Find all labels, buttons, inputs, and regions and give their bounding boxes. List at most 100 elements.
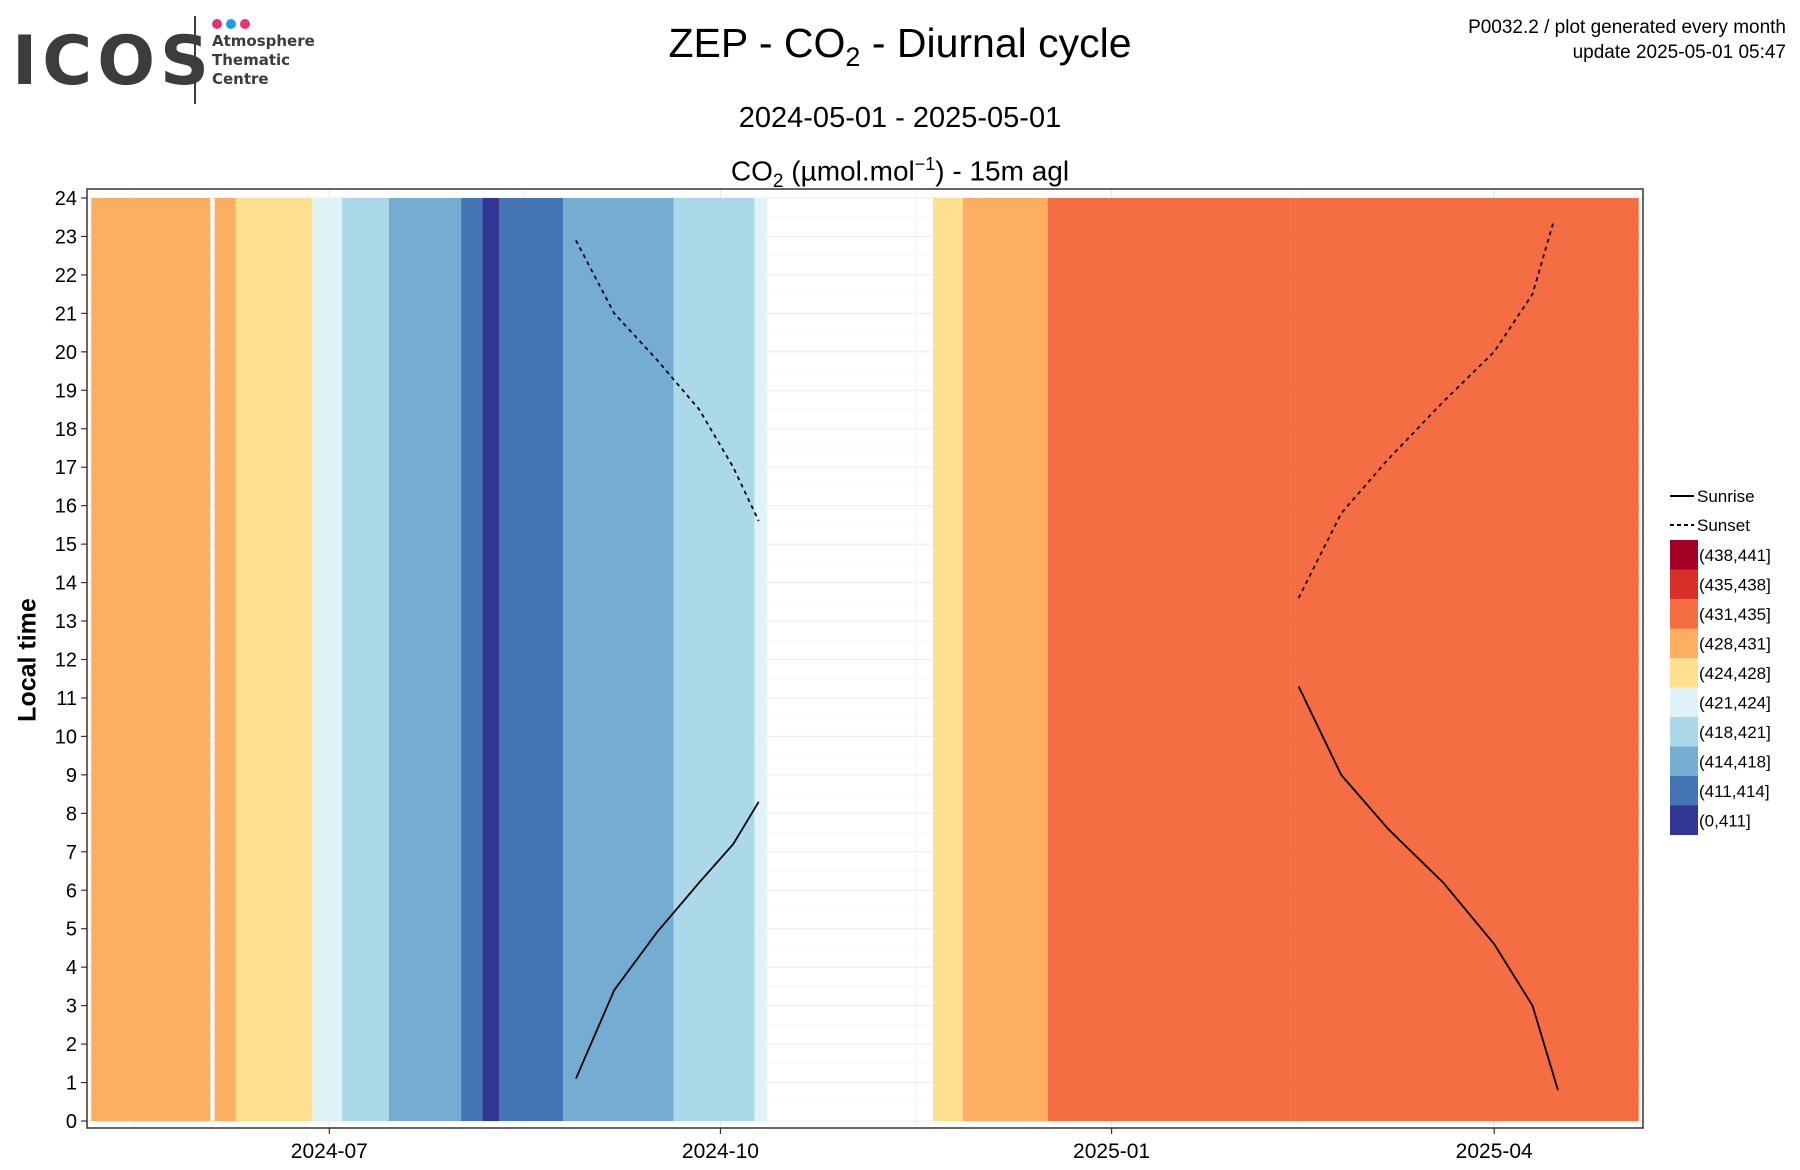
legend-color-key [1670, 805, 1698, 835]
heatmap-period [933, 198, 963, 1121]
y-tick-label: 20 [55, 342, 77, 364]
y-tick-label: 23 [55, 226, 77, 248]
y-tick-label: 22 [55, 265, 77, 287]
logo-dot [212, 19, 222, 29]
y-tick-label: 3 [66, 996, 77, 1018]
x-tick-label: 2024-10 [682, 1140, 759, 1163]
y-tick-label: 24 [55, 188, 77, 210]
legend-color-key [1670, 687, 1698, 717]
legend-color-key [1670, 717, 1698, 747]
y-tick-label: 19 [55, 380, 77, 402]
legend-color-key [1670, 628, 1698, 658]
y-tick-label: 10 [55, 726, 77, 748]
sun-lines [575, 220, 1559, 1091]
heatmap-period [388, 198, 462, 1121]
unit-mid: (µmol.mol [783, 155, 915, 187]
heatmap-period [461, 198, 483, 1121]
y-tick-label: 11 [56, 688, 77, 710]
legend-color-key [1670, 569, 1698, 599]
legend-bin-label: (428,431] [1699, 635, 1771, 654]
heatmap-period [482, 198, 500, 1121]
heatmap-period [235, 198, 313, 1121]
logo-dot [240, 19, 250, 29]
y-tick-label: 21 [55, 303, 77, 325]
sunrise-line [575, 801, 760, 1080]
title-suffix: - Diurnal cycle [860, 20, 1132, 66]
unit-prefix: CO [730, 155, 773, 187]
y-tick-label: 8 [66, 803, 77, 825]
heatmap-period [499, 198, 564, 1121]
legend-color-key [1670, 776, 1698, 806]
legend-bin-label: (0,411] [1699, 812, 1751, 831]
heatmap-period [312, 198, 343, 1121]
y-tick-label: 15 [55, 534, 77, 556]
sunrise-line [1297, 686, 1559, 1091]
legend-bin-label: (421,424] [1699, 694, 1771, 713]
y-tick-label: 0 [66, 1111, 77, 1133]
y-tick-label: 13 [55, 611, 77, 633]
axes-layer: 0123456789101112131415161718192021222324… [55, 188, 1533, 1163]
heatmap-period [214, 198, 236, 1121]
logo-line: Centre [212, 70, 269, 88]
unit-superscript: −1 [914, 154, 936, 175]
logo-dots [212, 16, 254, 34]
y-tick-label: 18 [55, 419, 77, 441]
logo-divider [194, 16, 196, 104]
legend-line-label: Sunrise [1697, 487, 1755, 506]
plot-id-text: P0032.2 / plot generated every month [1468, 17, 1786, 38]
plot-meta: P0032.2 / plot generated every month upd… [1468, 15, 1786, 65]
chart-title: ZEP - CO2 - Diurnal cycle [0, 18, 1800, 82]
heatmap-period [673, 198, 755, 1121]
unit-suffix: ) - 15m agl [935, 155, 1070, 187]
heatmap-period [563, 198, 674, 1121]
y-tick-label: 4 [66, 957, 77, 979]
logo-line: Atmosphere [212, 32, 315, 50]
legend-color-key [1670, 540, 1698, 570]
logo-line: Thematic [212, 51, 291, 69]
chart-unit-label: CO2 (µmol.mol−1) - 15m agl [0, 146, 1800, 200]
legend-bin-label: (431,435] [1699, 605, 1771, 624]
chart-period: 2024-05-01 - 2025-05-01 [738, 102, 1062, 135]
title-prefix: ZEP - CO [668, 20, 846, 66]
sunset-line [575, 239, 760, 522]
logo-dot [226, 19, 236, 29]
y-tick-label: 12 [55, 650, 77, 672]
legend-bin-label: (411,414] [1699, 782, 1770, 801]
heatmap-period [962, 198, 1048, 1121]
y-tick-label: 17 [55, 457, 77, 479]
y-tick-label: 1 [66, 1073, 77, 1095]
legend-bin-label: (424,428] [1699, 664, 1771, 683]
y-tick-label: 7 [66, 842, 77, 864]
legend-line-label: Sunset [1697, 516, 1750, 535]
x-tick-label: 2025-04 [1456, 1140, 1533, 1163]
legend-bin-label: (435,438] [1699, 576, 1771, 595]
sunset-line [1297, 220, 1555, 599]
legend-bin-label: (418,421] [1699, 723, 1771, 742]
chart-titles: ZEP - CO2 - Diurnal cycle 2024-05-01 - 2… [0, 18, 1800, 200]
y-tick-label: 9 [66, 765, 77, 787]
heatmap-cells [91, 198, 1639, 1121]
y-tick-label: 5 [66, 919, 77, 941]
y-tick-label: 16 [55, 496, 77, 518]
legend-color-key [1670, 658, 1698, 688]
plot-frame [86, 188, 1644, 1129]
x-tick-label: 2025-01 [1073, 1140, 1150, 1163]
y-tick-label: 14 [55, 573, 77, 595]
y-tick-label: 2 [66, 1034, 77, 1056]
legend: Sunrise Sunset (438,441] (435,438] (431,435]… [1670, 487, 1771, 835]
icos-logo: ICOS Atmosphere Thematic Centre [12, 14, 332, 110]
legend-color-key [1670, 746, 1698, 776]
logo-wordmark: ICOS [12, 22, 214, 101]
y-tick-label: 6 [66, 880, 77, 902]
update-text: update 2025-05-01 05:47 [1572, 42, 1786, 63]
unit-subscript: 2 [772, 171, 784, 193]
heatmap-period [754, 198, 768, 1121]
legend-color-key [1670, 599, 1698, 629]
heatmap-period [91, 198, 211, 1121]
legend-bin-label: (414,418] [1699, 753, 1771, 772]
title-subscript: 2 [845, 42, 861, 73]
x-tick-label: 2024-07 [291, 1140, 368, 1163]
heatmap-period [1290, 198, 1639, 1121]
heatmap-period [1047, 198, 1291, 1121]
